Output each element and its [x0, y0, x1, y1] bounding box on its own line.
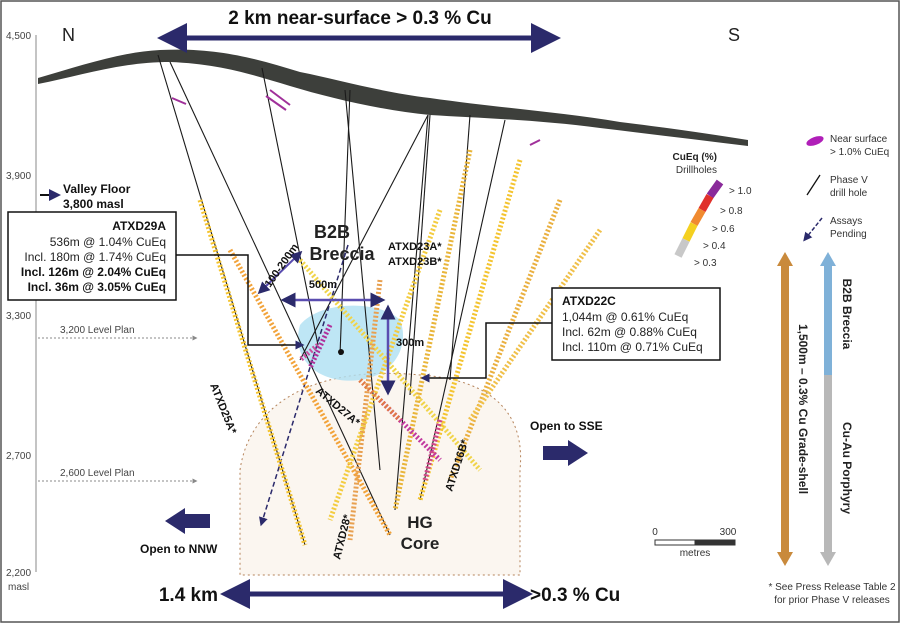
legend-class: > 0.6 [712, 224, 735, 235]
callout-title: ATXD29A [112, 219, 166, 233]
callout-line: Incl. 180m @ 1.74% CuEq [24, 250, 166, 264]
legend-label: Near surface [830, 134, 888, 145]
level-plan: 3,200 Level Plan [60, 325, 135, 336]
dimension: 500m [309, 279, 337, 291]
legend-label: Pending [830, 229, 867, 240]
title: 2 km near-surface > 0.3 % Cu [228, 8, 492, 29]
callout-line: 536m @ 1.04% CuEq [50, 235, 166, 249]
legend-class: > 1.0 [729, 186, 752, 197]
legend-class: > 0.8 [720, 206, 743, 217]
scale-label: 0 [652, 527, 658, 538]
tick-label: 3,300 [6, 311, 31, 322]
axis-unit: masl [8, 582, 29, 593]
scale-unit: metres [680, 548, 711, 559]
pierce-point [338, 349, 344, 355]
shell-label: Cu-Au Porphyry [840, 422, 854, 514]
legend-swatch [803, 217, 823, 242]
open-label: Open to SSE [530, 419, 603, 433]
dimension: 300m [396, 337, 424, 349]
zone-label: Breccia [309, 244, 375, 264]
grade-shell-bars [777, 252, 836, 566]
hg-core-shell [239, 372, 522, 576]
footnote: * See Press Release Table 2 [768, 582, 896, 593]
legend-label: drill hole [830, 188, 868, 199]
zone-label: B2B [314, 222, 350, 242]
callout-line: 1,044m @ 0.61% CuEq [562, 310, 688, 324]
scale-label: 300 [720, 527, 737, 538]
scale-bar [654, 539, 736, 546]
drillhole-label: ATXD23B* [388, 256, 442, 268]
zone-label: HG [407, 513, 433, 532]
south-label: S [728, 25, 740, 45]
footnote: for prior Phase V releases [774, 595, 890, 606]
tick-label: 4,500 [6, 31, 31, 42]
bottom-label: >0.3 % Cu [530, 585, 620, 606]
bottom-label: 1.4 km [159, 585, 218, 606]
callout-line: Incl. 126m @ 2.04% CuEq [21, 265, 166, 279]
callout-box [7, 211, 177, 301]
drillhole-label: ATXD23A* [388, 241, 442, 253]
level-plan: 2,600 Level Plan [60, 468, 135, 479]
callout-title: ATXD22C [562, 294, 616, 308]
legend-class: > 0.3 [694, 258, 717, 269]
open-label: Open to NNW [140, 542, 218, 556]
elevation-axis: 4,500 3,900 3,300 2,700 2,200 masl [6, 31, 37, 593]
callout-line: Incl. 110m @ 0.71% CuEq [562, 340, 703, 354]
zone-label: Core [401, 534, 440, 553]
valley-floor-label: Valley Floor [63, 182, 131, 196]
open-arrow [165, 508, 210, 534]
north-label: N [62, 25, 75, 45]
legend-label: > 1.0% CuEq [830, 147, 889, 158]
callout-box [551, 287, 721, 361]
shell-label: 1,500m – 0.3% Cu Grade-shell [796, 324, 810, 494]
valley-floor-value: 3,800 masl [63, 197, 124, 211]
legend-label: Assays [830, 216, 862, 227]
open-arrow [543, 440, 588, 466]
legend-title: CuEq (%) [673, 152, 717, 163]
callout-line: Incl. 62m @ 0.88% CuEq [562, 325, 697, 339]
legend-subtitle: Drillholes [676, 165, 717, 176]
tick-label: 2,700 [6, 451, 31, 462]
legend-label: Phase V [830, 175, 868, 186]
legend-swatch [806, 174, 821, 196]
topography [38, 49, 748, 146]
cueq-ramp [674, 179, 724, 258]
legend-swatch [806, 136, 824, 146]
shell-label: B2B Breccia [840, 279, 854, 350]
tick-label: 3,900 [6, 171, 31, 182]
callout-line: Incl. 36m @ 3.05% CuEq [28, 280, 166, 294]
tick-label: 2,200 [6, 568, 31, 579]
legend-class: > 0.4 [703, 241, 726, 252]
